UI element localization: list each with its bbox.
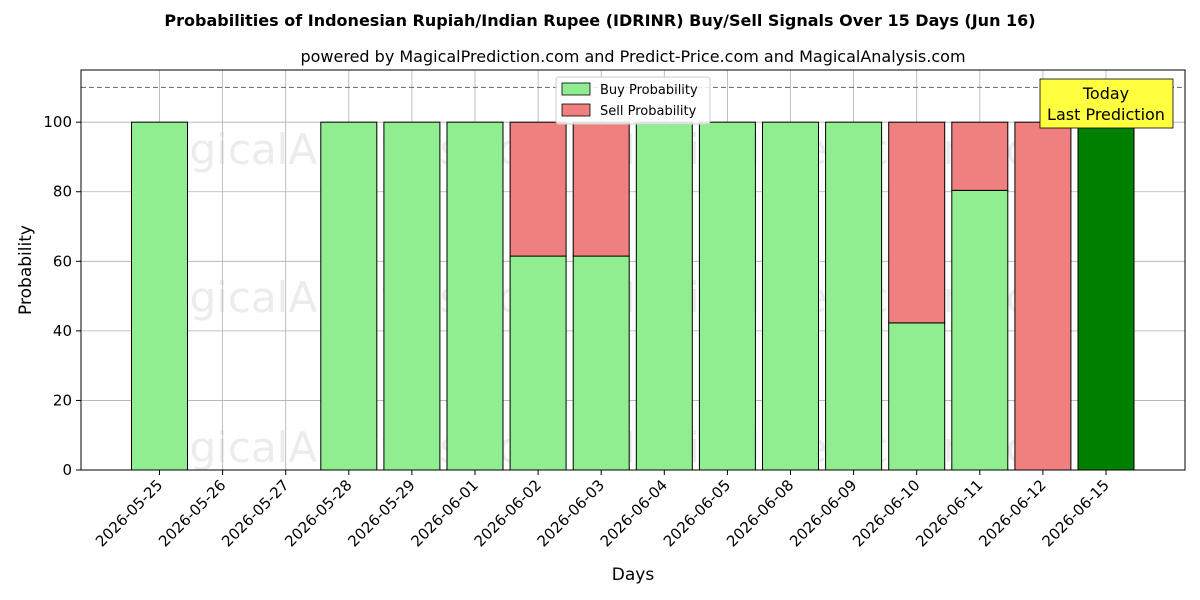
x-tick-label: 2026-06-12 — [975, 476, 1049, 550]
x-tick-label: 2026-06-08 — [723, 476, 797, 550]
bar-sell-2026-06-03 — [572, 121, 630, 257]
x-tick-label: 2026-05-28 — [281, 476, 355, 550]
x-tick-label: 2026-05-27 — [218, 476, 292, 550]
x-tick-label: 2026-06-04 — [597, 476, 671, 550]
bar-sell-2026-06-11 — [951, 121, 1009, 191]
legend-swatch-buy — [561, 82, 591, 96]
bars — [131, 121, 1135, 471]
today-annotation: Today Last Prediction — [1039, 78, 1174, 129]
plot-frame — [80, 69, 1186, 471]
bar-buy-2026-06-08 — [762, 121, 819, 471]
bar-buy-2026-06-10 — [888, 322, 946, 471]
x-tick-label: 2026-06-02 — [471, 476, 545, 550]
today-annotation-line2: Last Prediction — [1047, 105, 1165, 124]
bar-buy-2026-05-29 — [383, 121, 441, 471]
today-annotation-box — [1039, 78, 1174, 129]
y-axis-label: Probability — [16, 225, 36, 315]
x-tick-label: 2026-06-15 — [1038, 476, 1112, 550]
x-tick-label: 2026-05-25 — [92, 476, 166, 550]
x-tick-label: 2026-06-10 — [849, 476, 923, 550]
chart-title: Probabilities of Indonesian Rupiah/India… — [164, 11, 1035, 30]
bar-buy-2026-06-11 — [951, 189, 1009, 471]
bar-buy-2026-06-09 — [825, 121, 883, 471]
x-axis: 2026-05-252026-05-262026-05-272026-05-28… — [92, 470, 1113, 550]
x-tick-label: 2026-05-29 — [344, 476, 418, 550]
y-axis: 0 20 40 60 80 100 — [43, 113, 81, 479]
bar-buy-2026-06-05 — [698, 121, 756, 471]
x-tick-label: 2026-06-03 — [534, 476, 608, 550]
y-tick-label: 0 — [62, 461, 72, 479]
legend-label-sell: Sell Probability — [600, 104, 697, 119]
bar-buy-2026-06-02 — [509, 255, 567, 471]
legend-box — [555, 76, 711, 125]
bar-buy-2026-06-15 — [1077, 121, 1135, 471]
x-tick-label: 2026-06-09 — [786, 476, 860, 550]
chart-subtitle: powered by MagicalPrediction.com and Pre… — [300, 47, 965, 66]
bar-sell-2026-06-12 — [1014, 121, 1072, 471]
x-tick-label: 2026-06-11 — [912, 476, 986, 550]
bar-buy-2026-06-04 — [635, 121, 693, 471]
bar-buy-2026-05-28 — [320, 121, 378, 471]
bar-sell-2026-06-02 — [509, 121, 567, 257]
x-tick-label: 2026-06-05 — [660, 476, 734, 550]
x-axis-label: Days — [612, 565, 655, 585]
x-tick-label: 2026-05-26 — [155, 476, 229, 550]
today-annotation-line1: Today — [1082, 84, 1129, 103]
y-tick-label: 100 — [43, 113, 72, 131]
x-tick-label: 2026-06-01 — [407, 476, 481, 550]
legend-swatch-sell — [561, 103, 591, 117]
y-tick-label: 80 — [53, 183, 72, 201]
y-tick-label: 40 — [53, 322, 72, 340]
bar-buy-2026-05-25 — [131, 121, 188, 471]
legend: Buy Probability Sell Probability — [555, 76, 711, 125]
bar-buy-2026-06-03 — [572, 255, 630, 471]
legend-label-buy: Buy Probability — [600, 83, 698, 98]
y-tick-label: 20 — [53, 391, 72, 409]
bar-sell-2026-06-10 — [888, 121, 946, 324]
bar-buy-2026-06-01 — [446, 121, 504, 471]
y-tick-label: 60 — [53, 252, 72, 270]
